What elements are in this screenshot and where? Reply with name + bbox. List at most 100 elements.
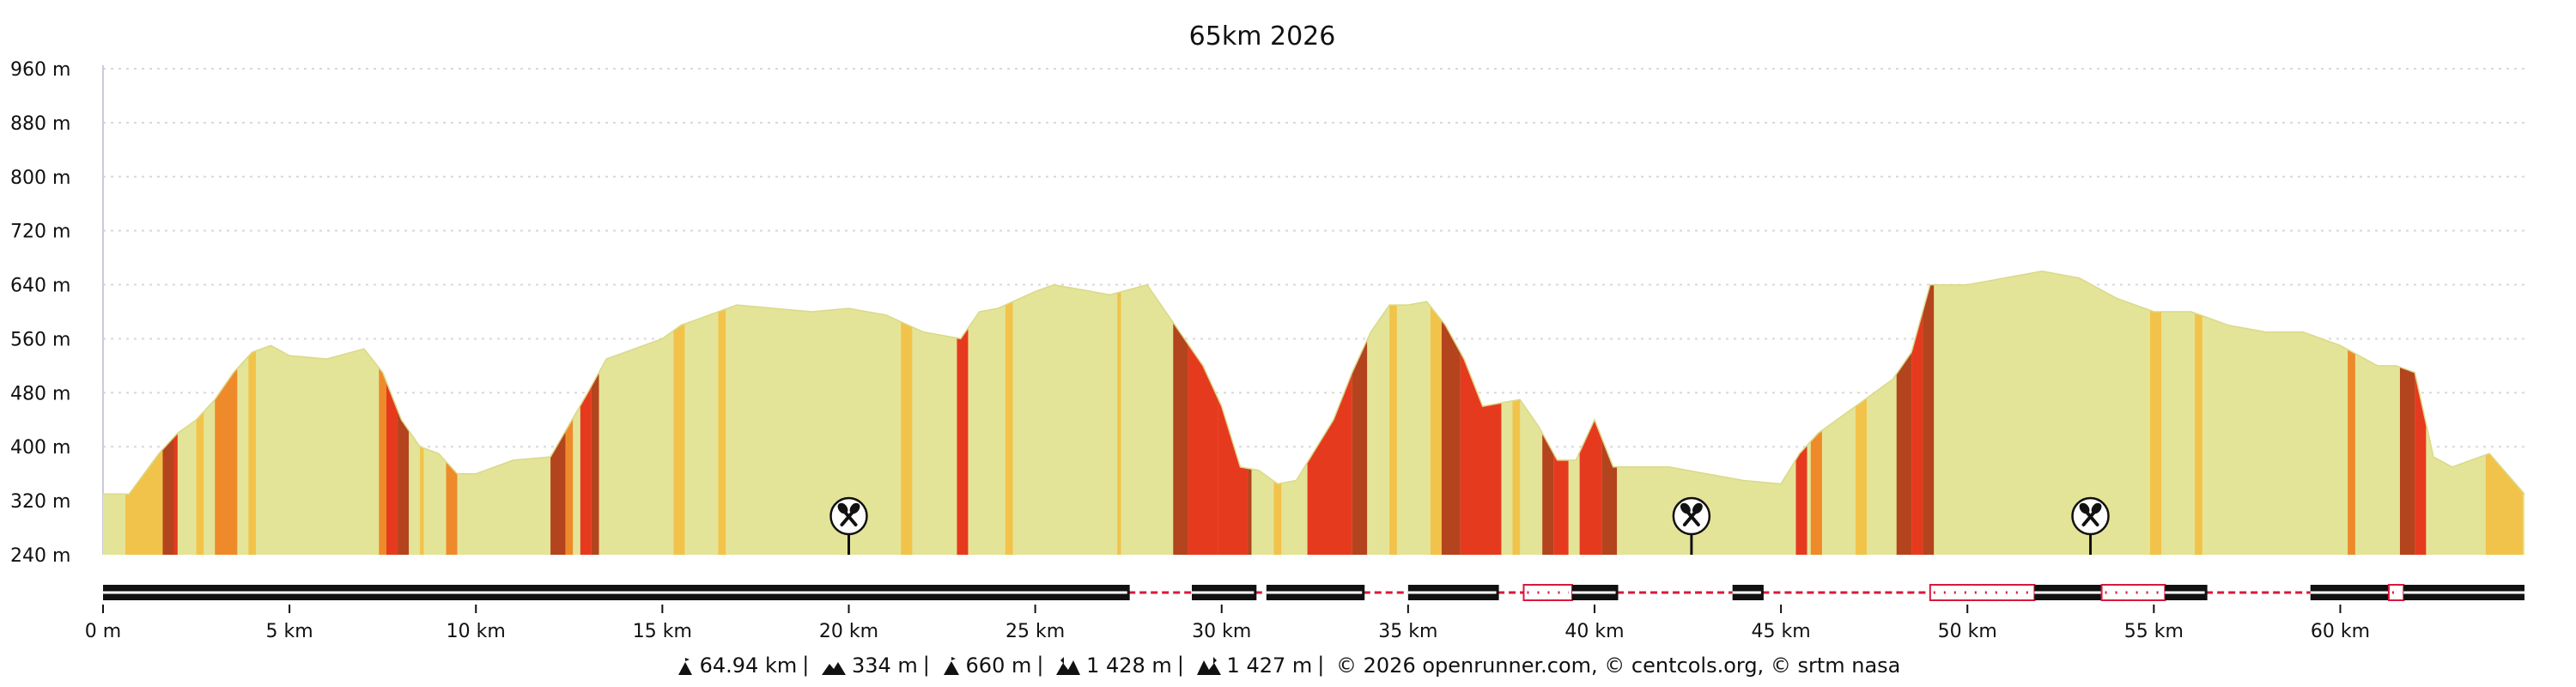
max-elevation-icon — [943, 657, 959, 675]
distance-value: 64.94 km — [699, 654, 798, 678]
x-tick-label: 0 m — [85, 621, 121, 642]
slope-band — [580, 271, 592, 555]
y-tick-label: 400 m — [10, 437, 70, 459]
slope-band — [1911, 271, 1923, 555]
separator: | — [1317, 653, 1325, 677]
x-axis: 0 m 5 km 10 km 15 km 20 km 25 km 30 km 35 km 40 … — [85, 605, 2370, 642]
slope-band — [718, 271, 726, 555]
slope-band — [591, 271, 599, 555]
surface-segment — [2403, 585, 2524, 600]
elevation-line — [103, 271, 2525, 495]
slope-band — [1553, 271, 1569, 555]
slope-band — [1188, 271, 1218, 555]
min-elevation-value: 334 m — [851, 654, 918, 678]
surface-segment — [1760, 585, 1930, 600]
slope-band — [2150, 271, 2162, 555]
separator: | — [1036, 653, 1044, 677]
y-tick-label: 720 m — [10, 222, 70, 243]
restaurant-icon — [1672, 496, 1711, 555]
slope-band — [1430, 271, 1442, 555]
slope-band — [1460, 271, 1502, 555]
separator: | — [802, 653, 810, 677]
slope-band — [1173, 271, 1188, 555]
slope-band — [1307, 271, 1352, 555]
slope-band — [1441, 271, 1461, 555]
slope-band — [1579, 271, 1602, 555]
surface-segment — [2034, 585, 2102, 600]
x-tick-label: 60 km — [2311, 621, 2370, 642]
slope-band — [1389, 271, 1397, 555]
y-tick-label: 640 m — [10, 276, 70, 297]
surface-segment — [1615, 585, 1733, 600]
surface-segment — [1127, 585, 1193, 600]
distance-stat: 64.94 km — [676, 654, 798, 678]
ascent-stat: 1 428 m — [1055, 654, 1172, 678]
slope-band — [125, 271, 163, 555]
surface-segment — [2310, 585, 2389, 600]
slope-band — [420, 271, 424, 555]
surface-segment — [2165, 585, 2207, 600]
slope-band — [2485, 271, 2524, 555]
x-tick-label: 35 km — [1378, 621, 1437, 642]
x-tick-label: 30 km — [1192, 621, 1251, 642]
slope-band — [2195, 271, 2202, 555]
surface-segment — [2387, 584, 2405, 601]
x-tick-label: 40 km — [1564, 621, 1624, 642]
slope-band — [2399, 271, 2415, 555]
poi-markers — [829, 496, 2110, 555]
y-tick-label: 240 m — [10, 545, 70, 567]
slope-band — [550, 271, 566, 555]
credits: © 2026 openrunner.com, © centcols.org, ©… — [1336, 654, 1901, 678]
surface-segment — [1732, 585, 1763, 600]
ascent-value: 1 428 m — [1086, 654, 1172, 678]
min-elevation-icon — [821, 662, 846, 675]
slope-band — [2348, 271, 2355, 555]
surface-segment — [1192, 585, 1255, 600]
y-tick-label: 480 m — [10, 383, 70, 404]
y-tick-label: 320 m — [10, 491, 70, 513]
x-tick-label: 20 km — [819, 621, 878, 642]
descent-icon — [1196, 657, 1221, 675]
separator: | — [1176, 653, 1184, 677]
surface-segment — [1571, 585, 1618, 600]
slope-band — [1005, 271, 1013, 555]
slope-band — [1855, 271, 1867, 555]
x-tick-label: 55 km — [2124, 621, 2184, 642]
slope-band — [1512, 271, 1521, 555]
elevation-area — [103, 271, 2525, 555]
surface-segment — [1266, 585, 1364, 600]
slope-band — [1810, 271, 1822, 555]
slope-band — [386, 271, 398, 555]
y-tick-label: 880 m — [10, 113, 70, 135]
x-tick-label: 10 km — [447, 621, 506, 642]
restaurant-icon — [2071, 496, 2110, 555]
slope-band — [1352, 271, 1368, 555]
descent-value: 1 427 m — [1226, 654, 1313, 678]
surface-segment — [2100, 584, 2166, 601]
slope-band — [1248, 271, 1252, 555]
distance-icon — [677, 658, 692, 675]
slope-band — [1542, 271, 1554, 555]
slope-band — [196, 271, 204, 555]
restaurant-icon — [829, 496, 868, 555]
slope-band — [398, 271, 410, 555]
slope-band — [173, 271, 178, 555]
max-elevation-stat: 660 m — [942, 654, 1031, 678]
slope-band — [1923, 271, 1935, 555]
x-tick-label: 45 km — [1752, 621, 1811, 642]
surface-segment — [2204, 585, 2311, 600]
slope-band — [1117, 271, 1121, 555]
y-axis: 240 m 320 m 400 m 480 m 560 m 640 m 720 m 800 m… — [10, 59, 104, 567]
surface-segment — [1522, 584, 1573, 601]
separator: | — [922, 653, 930, 677]
min-elevation-stat: 334 m — [821, 654, 918, 678]
surface-segment — [1254, 585, 1267, 600]
slope-band — [1896, 271, 1912, 555]
slope-band — [957, 271, 969, 555]
surface-segment — [1407, 585, 1498, 600]
y-tick-label: 960 m — [10, 59, 70, 81]
slope-band — [248, 271, 257, 555]
ascent-icon — [1056, 657, 1081, 675]
surface-segment — [103, 585, 1129, 600]
slope-band — [673, 271, 685, 555]
